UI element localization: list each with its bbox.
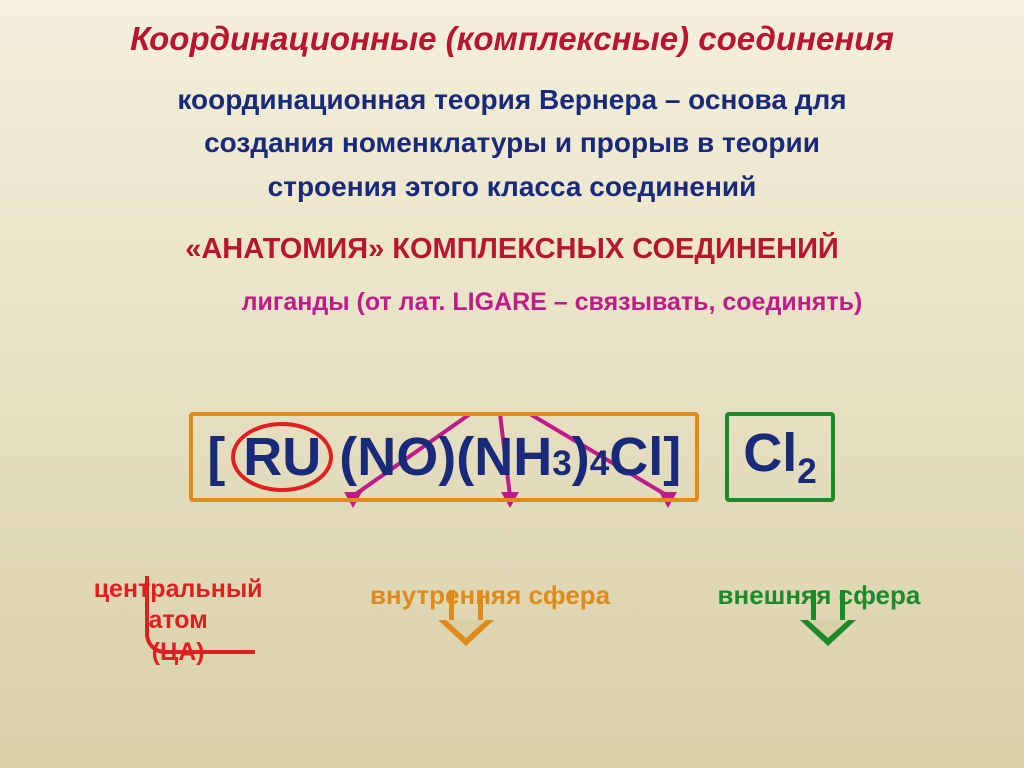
ru-symbol: RU <box>243 426 321 488</box>
slide-subtitle: координационная теория Вернера – основа … <box>30 78 994 208</box>
no-ligand: (NO) <box>339 426 456 488</box>
nh3-close: ) <box>572 426 590 488</box>
cl-outer: Cl <box>743 422 797 484</box>
two-sub: 2 <box>797 452 817 492</box>
ru-connector <box>145 576 255 654</box>
nh3-open: (NH <box>456 426 552 488</box>
subtitle-line1: координационная теория Вернера – основа … <box>177 84 846 115</box>
formula-container: [ RU (NO) (NH3)4 Cl] Cl2 <box>30 412 994 732</box>
four-sub: 4 <box>590 444 610 484</box>
nh3-sub: 3 <box>552 444 572 484</box>
inner-sphere-box: [ RU (NO) (NH3)4 Cl] <box>189 412 699 502</box>
ru-circle: RU <box>231 422 333 492</box>
subtitle-line2: создания номенклатуры и прорыв в теории <box>204 127 820 158</box>
outer-sphere-box: Cl2 <box>725 412 835 502</box>
slide-title: Координационные (комплексные) соединения <box>30 20 994 58</box>
bracket-open: [ <box>207 426 225 488</box>
outer-sphere-arrow <box>800 590 856 648</box>
slide-root: Координационные (комплексные) соединения… <box>0 0 1024 768</box>
section-header: «АНАТОМИЯ» КОМПЛЕКСНЫХ СОЕДИНЕНИЙ <box>30 233 994 266</box>
cl-inner: Cl] <box>609 426 681 488</box>
subtitle-line3: строения этого класса соединений <box>268 171 757 202</box>
ligand-label: лиганды (от лат. LIGARE – связывать, сое… <box>110 288 994 317</box>
inner-sphere-arrow <box>438 590 494 648</box>
formula-row: [ RU (NO) (NH3)4 Cl] Cl2 <box>30 412 994 502</box>
